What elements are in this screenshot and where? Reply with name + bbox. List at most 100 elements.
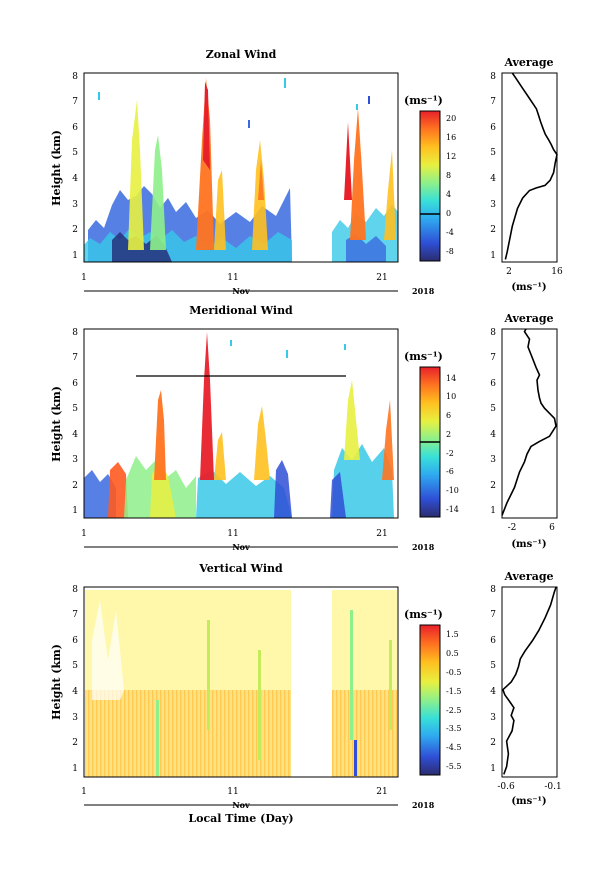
y-tick-label: 7 (72, 610, 78, 620)
x-tick-label: 11 (227, 787, 238, 797)
y-axis-label: Height (km) (50, 130, 63, 206)
plot-frame (83, 328, 399, 519)
colorbar-tick: -2.5 (446, 706, 461, 715)
y-tick-label: 4 (72, 174, 78, 184)
avg-y-tick: 5 (490, 404, 496, 414)
merid-plume (154, 390, 166, 480)
y-tick-label: 1 (72, 251, 78, 261)
merid-plume (254, 406, 270, 480)
zonal-dot (368, 96, 370, 104)
y-tick-label: 5 (72, 148, 78, 158)
year-label: 2018 (412, 800, 435, 810)
y-tick-label: 2 (72, 225, 78, 235)
avg-y-tick: 7 (490, 353, 496, 363)
x-tick-label: 11 (227, 529, 238, 539)
x-tick-label: 1 (81, 273, 87, 283)
merid-plume (344, 380, 360, 460)
zonal-plume (128, 100, 144, 250)
y-tick-label: 2 (72, 481, 78, 491)
colorbar-tick: 6 (446, 411, 451, 420)
avg-x-tick: -2 (508, 523, 517, 533)
y-tick-label: 4 (72, 687, 78, 697)
y-tick-label: 4 (72, 430, 78, 440)
colorbar-unit: (ms⁻¹) (404, 350, 443, 363)
y-tick-label: 8 (72, 72, 78, 82)
avg-x-tick: 16 (551, 267, 563, 277)
colorbar-unit: (ms⁻¹) (404, 94, 443, 107)
vert-streak (258, 650, 261, 760)
zonal-dot (98, 92, 100, 100)
avg-y-tick: 2 (490, 738, 496, 748)
zonal-dot (284, 78, 286, 88)
avg-y-tick: 6 (490, 636, 496, 646)
zonal-plume (203, 82, 210, 170)
avg-y-tick: 2 (490, 481, 496, 491)
colorbar-tick: -0.5 (446, 668, 461, 677)
average-title: Average (503, 56, 553, 69)
y-tick-label: 6 (72, 123, 78, 133)
zonal-plume (150, 135, 166, 250)
zonal-plume (214, 170, 226, 250)
colorbar-tick: 0.5 (446, 649, 459, 658)
colorbar-tick: 2 (446, 430, 451, 439)
y-tick-label: 5 (72, 404, 78, 414)
avg-y-tick: 4 (490, 430, 496, 440)
avg-y-tick: 3 (490, 455, 496, 465)
colorbar-zonal: (ms⁻¹) 20 16 12 8 4 0 -4 -8 (404, 94, 456, 262)
y-axis-label: Height (km) (50, 644, 63, 720)
merid-low-blue2 (274, 460, 292, 518)
panel-title: Meridional Wind (189, 304, 293, 317)
merid-low-blue (84, 470, 116, 518)
x-tick-label: 1 (81, 787, 87, 797)
avg-y-tick: 1 (490, 251, 496, 261)
vert-lower-left (85, 690, 291, 777)
y-tick-label: 7 (72, 97, 78, 107)
y-ticks: 1 2 3 4 5 6 7 8 (72, 585, 78, 774)
vert-upper-right (332, 590, 397, 690)
colorbar-tick: -14 (446, 505, 459, 514)
vert-streak (156, 700, 159, 776)
y-tick-label: 6 (72, 379, 78, 389)
colorbar-tick: 16 (446, 133, 456, 142)
colorbar-meridional: (ms⁻¹) 14 10 6 2 -2 -6 -10 -14 (404, 350, 459, 518)
colorbar-tick: 0 (446, 209, 451, 218)
average-frame (501, 328, 558, 519)
y-ticks: 1 2 3 4 5 6 7 8 (72, 328, 78, 516)
average-title: Average (503, 570, 553, 583)
merid-dot (230, 340, 232, 346)
heatmap-meridional (84, 332, 394, 518)
merid-plume (214, 432, 226, 480)
panel-zonal: Zonal Wind (50, 48, 563, 296)
zonal-plume (350, 108, 366, 240)
month-label: Nov (232, 800, 250, 810)
merid-low-right-blue (330, 472, 346, 518)
avg-y-tick: 7 (490, 610, 496, 620)
avg-x-tick: 2 (506, 267, 512, 277)
average-title: Average (503, 312, 553, 325)
zonal-plume (384, 150, 396, 240)
colorbar (419, 110, 441, 262)
merid-dot (286, 350, 288, 358)
colorbar-tick: -4 (446, 228, 454, 237)
y-tick-label: 1 (72, 506, 78, 516)
avg-y-tick: 1 (490, 764, 496, 774)
avg-y-tick: 8 (490, 585, 496, 595)
merid-low-right (332, 444, 394, 518)
colorbar-tick: -6 (446, 467, 454, 476)
colorbar-tick: -3.5 (446, 724, 461, 733)
vert-streak (354, 740, 357, 776)
heatmap-vertical (85, 590, 397, 777)
colorbar (419, 624, 441, 776)
average-frame (501, 586, 558, 778)
avg-x-label: (ms⁻¹) (511, 796, 546, 807)
x-tick-label: 21 (376, 273, 387, 283)
vert-streak (207, 620, 210, 730)
year-label: 2018 (412, 286, 435, 296)
zonal-plume (344, 122, 352, 200)
average-profile-line (504, 72, 558, 260)
zonal-dot (356, 104, 358, 110)
avg-y-tick: 5 (490, 148, 496, 158)
colorbar-tick: 8 (446, 171, 451, 180)
y-tick-label: 6 (72, 636, 78, 646)
